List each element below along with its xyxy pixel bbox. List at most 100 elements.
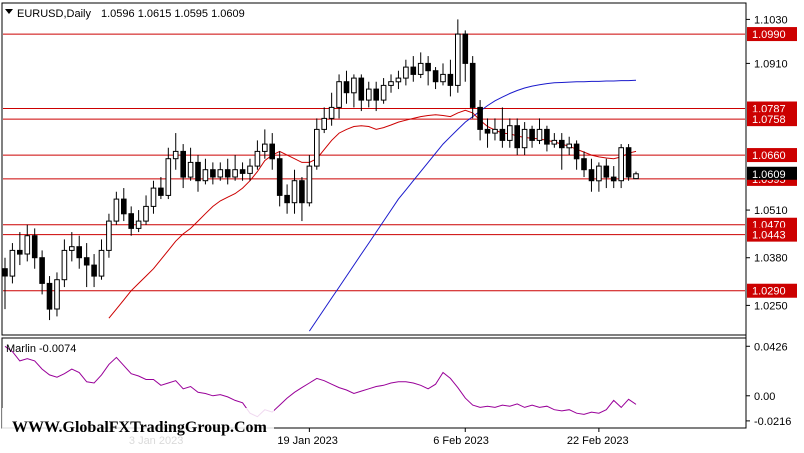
- current-price-label: 1.0609: [752, 169, 786, 181]
- candle-body: [373, 88, 379, 101]
- candle-body: [195, 161, 201, 182]
- candle-body: [106, 220, 112, 251]
- candle-body: [432, 70, 439, 83]
- level-label: 1.0758: [752, 114, 786, 126]
- candle-body: [46, 282, 53, 310]
- moving-averages: [108, 79, 637, 332]
- candle-body: [395, 77, 402, 83]
- candle-body: [440, 73, 446, 83]
- price-tick-label: 1.1030: [754, 14, 788, 26]
- price-tick-label: 1.0510: [754, 205, 788, 217]
- oscillator-line: [4, 345, 637, 418]
- candle-body: [269, 143, 275, 160]
- level-label: 1.0443: [752, 230, 786, 242]
- candle-body: [158, 187, 164, 196]
- candle-body: [462, 33, 469, 64]
- candle-body: [2, 268, 8, 277]
- candle-body: [232, 169, 238, 178]
- candle-body: [380, 84, 387, 101]
- candle-body: [76, 246, 83, 259]
- level-label: 1.0290: [752, 286, 786, 298]
- candle-body: [455, 33, 461, 86]
- candle-body: [276, 158, 283, 196]
- level-label-box: [747, 101, 797, 116]
- candle-body: [536, 128, 543, 141]
- horizontal-levels: [3, 33, 745, 292]
- candle-body: [69, 246, 75, 251]
- collapse-triangle-icon[interactable]: [5, 9, 13, 14]
- candle-body: [61, 249, 68, 281]
- candle-body: [477, 106, 483, 130]
- level-label: 1.0990: [752, 29, 786, 41]
- level-label-box: [747, 27, 797, 42]
- candle-body: [388, 81, 394, 86]
- candle-body: [314, 128, 320, 167]
- candle-body: [618, 147, 625, 182]
- candle-body: [417, 62, 424, 75]
- candle-body: [321, 117, 327, 130]
- candle-body: [507, 125, 513, 141]
- candle-body: [492, 128, 498, 134]
- candle-body: [447, 73, 454, 86]
- watermark-text: WWW.GlobalFXTradingGroup.Com: [12, 419, 268, 436]
- candle-body: [247, 165, 253, 174]
- candle-body: [172, 150, 179, 160]
- candle-body: [54, 279, 60, 310]
- candle-body: [150, 187, 157, 207]
- candle-body: [425, 62, 431, 72]
- current-price-box: [747, 166, 797, 180]
- indicator-label: Marlin -0.0074: [6, 343, 76, 355]
- candle-body: [262, 143, 268, 152]
- candle-body: [351, 77, 357, 94]
- candle-body: [143, 205, 149, 222]
- candle-body: [551, 139, 558, 145]
- date-tick-label: 6 Feb 2023: [433, 435, 489, 447]
- candle-body: [31, 235, 38, 259]
- oscillator-axis: 0.0426 0.00 -0.0216: [746, 341, 791, 428]
- date-tick-label: 19 Jan 2023: [277, 435, 338, 447]
- oscillator: [4, 345, 637, 418]
- candle-body: [403, 66, 409, 79]
- candle-body: [328, 106, 335, 119]
- candle-body: [596, 165, 602, 182]
- candle-body: [24, 235, 31, 255]
- candle-body: [499, 128, 506, 141]
- candle-body: [559, 139, 565, 149]
- candle-body: [299, 180, 305, 204]
- candle-body: [573, 143, 580, 160]
- candle-body: [202, 169, 209, 182]
- chart-ohlc-label: 1.0596 1.0615 1.0595 1.0609: [101, 8, 245, 20]
- price-tick-label: 1.0910: [754, 58, 788, 70]
- date-tick-label: 22 Feb 2023: [567, 435, 629, 447]
- candle-body: [113, 198, 120, 222]
- price-tick-label: 1.0380: [754, 253, 788, 265]
- candle-body: [187, 161, 194, 178]
- candle-body: [210, 169, 216, 178]
- candle-body: [284, 194, 290, 204]
- candle-body: [633, 173, 639, 180]
- candle-body: [625, 147, 632, 178]
- candle-body: [121, 198, 127, 215]
- osc-tick-label: 0.0426: [754, 341, 788, 353]
- candle-body: [358, 77, 365, 101]
- level-label-box: [747, 283, 797, 298]
- chart-symbol-label: EURUSD,Daily: [17, 8, 91, 20]
- price-tick-label: 1.0250: [754, 300, 788, 312]
- main-panel-border: [1, 2, 747, 336]
- watermark-box: [2, 408, 274, 452]
- candle-body: [98, 249, 105, 277]
- candle-body: [180, 150, 186, 178]
- candle-body: [588, 169, 595, 182]
- candle-body: [165, 158, 172, 196]
- candle-body: [581, 158, 587, 171]
- candle-body: [135, 220, 142, 229]
- candle-body: [514, 125, 521, 149]
- candle-body: [224, 169, 231, 178]
- candle-body: [217, 169, 224, 178]
- candle-body: [410, 66, 417, 75]
- candle-body: [83, 257, 90, 266]
- level-label-box: [747, 148, 797, 163]
- candle-body: [254, 150, 261, 167]
- candle-body: [39, 257, 45, 284]
